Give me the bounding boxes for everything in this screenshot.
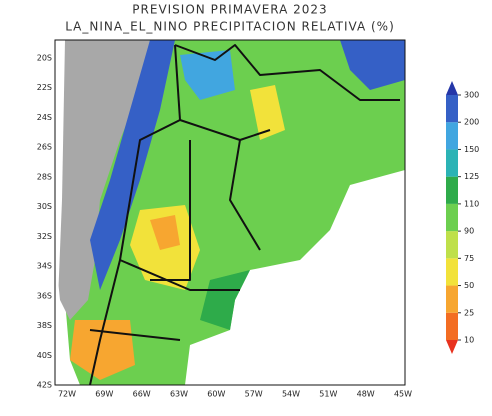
colorbar-arrow-high bbox=[446, 81, 458, 95]
coast-green bbox=[200, 270, 250, 330]
lat-label: 42S bbox=[37, 381, 52, 390]
map-subtitle: LA_NINA_EL_NINO PRECIPITACION RELATIVA (… bbox=[65, 20, 395, 34]
lat-label: 26S bbox=[37, 143, 52, 152]
colorbar-arrow-low bbox=[446, 340, 458, 354]
colorbar-label: 110 bbox=[464, 199, 479, 208]
lon-label: 69W bbox=[95, 390, 113, 399]
colorbar-segment bbox=[446, 312, 458, 340]
lon-label: 72W bbox=[58, 390, 76, 399]
lon-label: 45W bbox=[394, 390, 412, 399]
colorbar-segment bbox=[446, 231, 458, 259]
colorbar-label: 300 bbox=[464, 91, 479, 100]
lat-label: 22S bbox=[37, 83, 52, 92]
colorbar-segment bbox=[446, 176, 458, 204]
lon-label: 51W bbox=[319, 390, 337, 399]
colorbar-segment bbox=[446, 122, 458, 150]
east-dry bbox=[250, 85, 285, 140]
lat-label: 28S bbox=[37, 172, 52, 181]
frame bbox=[54, 39, 406, 386]
andes-wet bbox=[90, 40, 175, 290]
lon-label: 60W bbox=[207, 390, 225, 399]
lat-label: 36S bbox=[37, 291, 52, 300]
pacific bbox=[55, 40, 65, 300]
lat-label: 40S bbox=[37, 351, 52, 360]
ne-wet bbox=[340, 40, 405, 90]
no-data-gray bbox=[55, 40, 150, 320]
map-title: PREVISION PRIMAVERA 2023 bbox=[132, 3, 327, 17]
colorbar-segment bbox=[446, 95, 458, 123]
colorbar-segment bbox=[446, 258, 458, 286]
colorbar-label: 125 bbox=[464, 172, 479, 181]
north-wet bbox=[180, 50, 235, 100]
colorbar-label: 50 bbox=[464, 281, 474, 290]
colorbar-segment bbox=[446, 285, 458, 313]
colorbar-label: 10 bbox=[464, 336, 474, 345]
central-drier bbox=[150, 215, 180, 250]
lon-label: 48W bbox=[357, 390, 375, 399]
colorbar-label: 200 bbox=[464, 118, 479, 127]
lon-label: 54W bbox=[282, 390, 300, 399]
lat-label: 30S bbox=[37, 202, 52, 211]
lon-label: 66W bbox=[133, 390, 151, 399]
lat-label: 34S bbox=[37, 262, 52, 271]
colorbar-segment bbox=[446, 149, 458, 177]
colorbar-label: 90 bbox=[464, 227, 474, 236]
lon-label: 63W bbox=[170, 390, 188, 399]
lon-label: 57W bbox=[245, 390, 263, 399]
lat-label: 32S bbox=[37, 232, 52, 241]
lat-label: 20S bbox=[37, 54, 52, 63]
colorbar-label: 75 bbox=[464, 254, 474, 263]
south-dry bbox=[70, 320, 135, 380]
colorbar-segment bbox=[446, 203, 458, 232]
map-area bbox=[54, 39, 406, 386]
colorbar-label: 150 bbox=[464, 145, 479, 154]
lat-label: 38S bbox=[37, 321, 52, 330]
colorbar-label: 25 bbox=[464, 308, 474, 317]
lat-label: 24S bbox=[37, 113, 52, 122]
borders bbox=[89, 44, 400, 386]
